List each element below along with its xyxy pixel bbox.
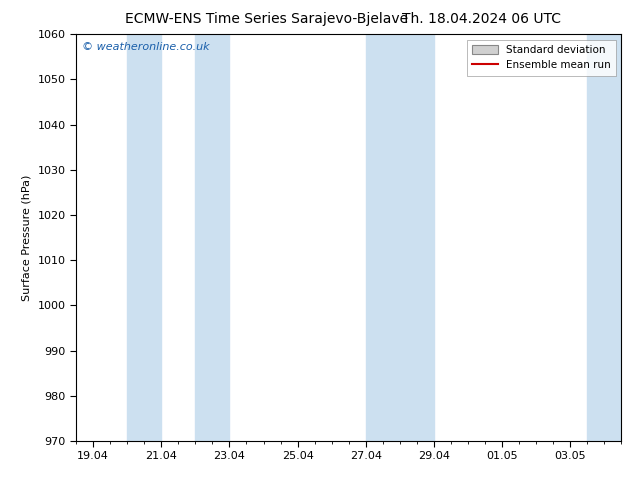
Text: ECMW-ENS Time Series Sarajevo-Bjelave: ECMW-ENS Time Series Sarajevo-Bjelave <box>125 12 408 26</box>
Bar <box>400 34 434 441</box>
Legend: Standard deviation, Ensemble mean run: Standard deviation, Ensemble mean run <box>467 40 616 75</box>
Bar <box>195 34 230 441</box>
Bar <box>587 34 621 441</box>
Bar <box>127 34 161 441</box>
Text: © weatheronline.co.uk: © weatheronline.co.uk <box>82 43 209 52</box>
Bar <box>366 34 400 441</box>
Y-axis label: Surface Pressure (hPa): Surface Pressure (hPa) <box>22 174 32 301</box>
Text: Th. 18.04.2024 06 UTC: Th. 18.04.2024 06 UTC <box>403 12 561 26</box>
